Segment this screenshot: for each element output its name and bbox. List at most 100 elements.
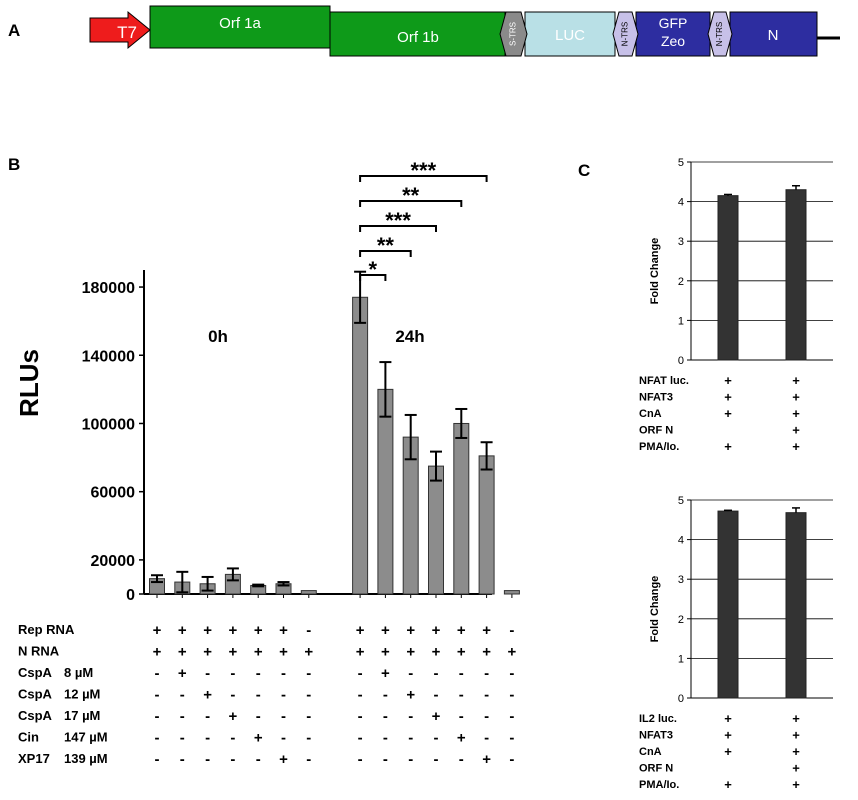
b-bar — [478, 455, 495, 595]
b-bar — [300, 590, 317, 595]
b-y-tick-label: 140000 — [82, 348, 135, 365]
b-condition-sign: - — [155, 687, 160, 704]
b-condition-sign: - — [180, 687, 185, 704]
b-condition-sign: - — [180, 730, 185, 747]
c-condition-sign: + — [724, 744, 732, 759]
b-bar — [377, 388, 394, 595]
c-condition-sign: + — [792, 777, 800, 792]
b-condition-sign: - — [205, 665, 210, 682]
b-condition-label: N RNA — [18, 644, 60, 659]
b-condition-conc: 12 µM — [64, 687, 100, 702]
c-condition-sign: + — [792, 406, 800, 421]
b-condition-sign: - — [509, 751, 514, 768]
panel-label-b: B — [8, 155, 20, 174]
b-condition-sign: - — [180, 751, 185, 768]
b-condition-sign: - — [256, 665, 261, 682]
b-condition-sign: + — [203, 644, 212, 661]
b-condition-sign: + — [381, 665, 390, 682]
b-condition-sign: + — [279, 751, 288, 768]
b-condition-sign: + — [508, 644, 517, 661]
b-condition-sign: - — [434, 751, 439, 768]
c-bar — [785, 189, 807, 361]
b-condition-label: Cin — [18, 730, 39, 745]
b-significance-bracket — [359, 175, 488, 182]
b-condition-sign: - — [459, 751, 464, 768]
segment-label-strs1: S-TRS — [509, 22, 518, 46]
b-condition-conc: 8 µM — [64, 665, 93, 680]
b-condition-sign: + — [482, 644, 491, 661]
b-y-axis-label: RLUs — [14, 349, 44, 417]
b-condition-sign: - — [358, 708, 363, 725]
b-condition-sign: - — [281, 708, 286, 725]
b-bar — [402, 436, 419, 595]
b-condition-sign: + — [406, 687, 415, 704]
b-bar — [352, 296, 369, 595]
c-condition-sign: + — [792, 744, 800, 759]
c-condition-sign: + — [724, 777, 732, 792]
c-y-tick-label: 3 — [678, 574, 684, 586]
c-condition-sign: + — [792, 761, 800, 776]
b-condition-sign: - — [155, 665, 160, 682]
c-bar — [717, 195, 739, 361]
b-significance-bracket — [359, 200, 463, 207]
b-condition-label: XP17 — [18, 751, 50, 766]
c-condition-label: PMA/Io. — [639, 779, 679, 791]
b-condition-sign: - — [434, 730, 439, 747]
c-condition-sign: + — [724, 728, 732, 743]
b-condition-sign: - — [383, 687, 388, 704]
c-condition-sign: + — [792, 423, 800, 438]
b-condition-sign: + — [178, 665, 187, 682]
segment-label-n: N — [768, 27, 779, 44]
b-condition-label: CspA — [18, 687, 53, 702]
b-condition-sign: + — [279, 644, 288, 661]
c-condition-sign: + — [724, 373, 732, 388]
b-condition-sign: + — [229, 644, 238, 661]
c-condition-label: CnA — [639, 746, 662, 758]
b-condition-sign: + — [482, 751, 491, 768]
b-condition-sign: - — [459, 665, 464, 682]
segment-label-orf1a: Orf 1a — [219, 15, 261, 32]
segment-label-zeo: Zeo — [661, 33, 685, 49]
c-y-tick-label: 4 — [678, 535, 684, 547]
b-bar — [428, 465, 444, 595]
b-significance-bracket — [359, 225, 437, 232]
c-condition-sign: + — [724, 390, 732, 405]
c-condition-sign: + — [792, 373, 800, 388]
b-condition-sign: - — [306, 751, 311, 768]
b-condition-sign: - — [180, 708, 185, 725]
b-condition-sign: + — [406, 622, 415, 639]
segment-label-ntrs2: N-TRS — [715, 22, 724, 46]
b-condition-sign: + — [406, 644, 415, 661]
segment-orf1b — [329, 11, 506, 57]
b-condition-sign: - — [281, 665, 286, 682]
c-condition-sign: + — [792, 390, 800, 405]
segment-label-ntrs1: N-TRS — [621, 22, 630, 46]
b-condition-sign: - — [383, 708, 388, 725]
b-condition-sign: - — [358, 665, 363, 682]
b-condition-sign: - — [484, 665, 489, 682]
b-condition-sign: - — [358, 751, 363, 768]
b-condition-sign: - — [256, 708, 261, 725]
c-condition-sign: + — [792, 711, 800, 726]
b-condition-sign: - — [509, 708, 514, 725]
b-condition-sign: + — [153, 622, 162, 639]
b-y-tick-label: 0 — [126, 587, 135, 604]
c-y-tick-label: 0 — [678, 693, 684, 705]
c-condition-label: IL2 luc. — [639, 713, 677, 725]
c-condition-sign: + — [724, 711, 732, 726]
segment-strs1 — [499, 11, 528, 57]
b-condition-sign: + — [229, 708, 238, 725]
b-y-tick-label: 20000 — [91, 553, 136, 570]
b-condition-sign: + — [178, 644, 187, 661]
b-condition-sign: - — [434, 687, 439, 704]
b-condition-sign: + — [432, 708, 441, 725]
b-condition-sign: - — [281, 687, 286, 704]
b-condition-sign: - — [306, 708, 311, 725]
b-condition-sign: - — [230, 751, 235, 768]
b-condition-sign: - — [484, 730, 489, 747]
c-condition-label: ORF N — [639, 425, 673, 437]
segment-label-orf1b: Orf 1b — [397, 29, 439, 46]
